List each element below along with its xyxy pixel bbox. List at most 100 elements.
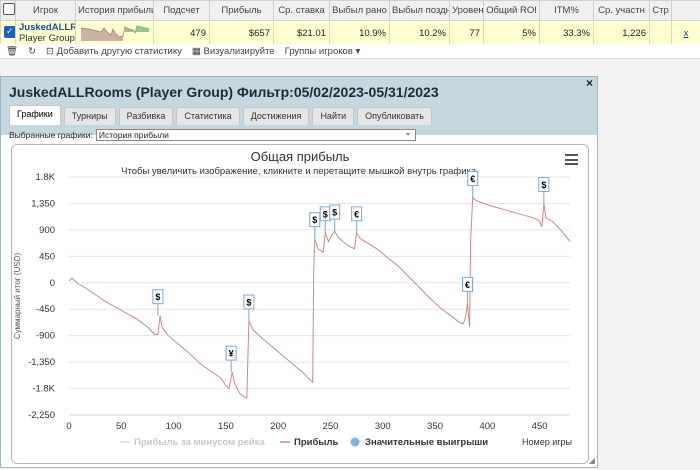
tab-charts[interactable]: Графики [9, 105, 61, 125]
x-tick-label: 50 [116, 421, 127, 432]
row-checkbox[interactable] [4, 25, 15, 38]
y-axis-label: Суммарный итог (USD) [13, 253, 22, 340]
refresh-icon[interactable]: ↻ [28, 45, 37, 57]
sparkline-cell [75, 20, 154, 46]
x-tick-label: 450 [532, 421, 548, 432]
big-win-symbol: ¥ [229, 349, 234, 359]
big-win-symbol: $ [332, 208, 337, 218]
header-late[interactable]: Выбыл поздно [389, 0, 450, 21]
big-win-flag [243, 294, 255, 310]
remove-cell[interactable]: x [671, 20, 700, 46]
chevron-down-icon: ▾ [355, 45, 361, 57]
legend-profit: Прибыль [294, 437, 338, 448]
tab-statistics[interactable]: Статистика [176, 107, 240, 125]
groups-button[interactable]: Группы игроков ▾ [285, 46, 361, 57]
player-dialog: JuskedALLRooms (Player Group) Фильтр:05/… [0, 76, 598, 468]
profit-chart[interactable]: 1.8K 1,350 900 450 0 -450 -900 -1,350 -1.8K -2,25… [12, 145, 588, 463]
tab-achievements[interactable]: Достижения [242, 107, 310, 125]
roi-cell: 5% [483, 20, 540, 46]
big-win-flag [538, 176, 550, 192]
big-win-flag [225, 345, 237, 361]
y-tick-label: -2,250 [28, 410, 55, 421]
big-win-symbol: $ [155, 292, 160, 302]
header-roi[interactable]: Общий ROI [483, 0, 540, 21]
chart-select-label: Выбранные графики: [9, 130, 93, 140]
x-tick-label: 350 [427, 421, 443, 432]
table-toolbar: 🗑 ↻ ⊡ Добавить другую статистику ▦ Визуа… [0, 44, 700, 59]
tab-find[interactable]: Найти [312, 107, 355, 125]
x-tick-label: 0 [66, 421, 71, 432]
x-axis-label: Номер игры [522, 437, 572, 447]
header-itm[interactable]: ITM% [539, 0, 594, 21]
chart-subtitle: Чтобы увеличить изображение, кликните и … [121, 166, 479, 177]
legend-net-profit: Прибыль за минусом рейка [134, 437, 265, 448]
header-profit-history[interactable]: История прибыли [75, 0, 154, 21]
big-win-symbol: € [354, 209, 359, 219]
player-cell[interactable]: JuskedALLRooms Player Group [15, 20, 76, 46]
header-player[interactable]: Игрок [15, 0, 76, 21]
x-tick-label: 150 [218, 421, 234, 432]
y-tick-label: 1.8K [35, 172, 55, 183]
big-win-flag [152, 289, 164, 305]
header-profit[interactable]: Прибыль [209, 0, 274, 21]
close-icon[interactable]: × [586, 76, 594, 90]
y-tick-label: -900 [36, 331, 55, 342]
big-win-symbol: $ [246, 297, 251, 307]
legend-swatch-bigwins [350, 437, 360, 447]
profit-sparkline [80, 24, 150, 41]
tab-tournaments[interactable]: Турниры [63, 107, 116, 125]
trash-icon[interactable]: 🗑 [6, 45, 19, 57]
menu-icon[interactable] [565, 154, 578, 168]
y-tick-label: 900 [39, 225, 55, 236]
add-stat-button[interactable]: ⊡ Добавить другую статистику [46, 46, 182, 57]
chart-title: Общая прибыль [250, 149, 350, 164]
select-all-checkbox[interactable] [3, 3, 15, 15]
remove-row-icon[interactable]: x [683, 27, 689, 39]
visualize-label: Визуализируйте [203, 45, 275, 57]
y-tick-label: 1,350 [31, 198, 55, 209]
row-checkbox-cell[interactable] [0, 20, 16, 46]
avg-entrants-cell: 1,226 [593, 20, 650, 46]
early-cell: 10.9% [329, 20, 390, 46]
table-row[interactable]: JuskedALLRooms Player Group 479 $657 $21… [0, 20, 700, 46]
page-cell [649, 20, 672, 46]
x-tick-label: 200 [270, 421, 286, 432]
x-tick-label: 250 [323, 421, 339, 432]
count-cell: 479 [153, 20, 210, 46]
chart-select-row: Выбранные графики: История прибыли [9, 127, 416, 141]
add-stat-label: Добавить другую статистику [56, 45, 182, 57]
header-early[interactable]: Выбыл рано [329, 0, 390, 21]
big-win-flag [467, 171, 479, 187]
player-type: Player Group [19, 33, 75, 44]
big-win-symbol: $ [323, 209, 328, 219]
tab-breakdown[interactable]: Разбивка [118, 107, 174, 125]
header-count[interactable]: Подсчет [153, 0, 210, 21]
y-tick-label: -1.8K [32, 384, 55, 395]
big-win-symbol: $ [541, 180, 546, 190]
x-tick-label: 300 [375, 421, 391, 432]
itm-cell: 33.3% [539, 20, 594, 46]
big-win-flag [461, 276, 473, 292]
chart-frame[interactable]: Общая прибыль Чтобы увеличить изображени… [11, 144, 589, 464]
header-avg-stake[interactable]: Ср. ставка [273, 0, 330, 21]
y-tick-label: -1,350 [28, 357, 55, 368]
header-page[interactable]: Стр [649, 0, 672, 21]
header-level[interactable]: Уровень [449, 0, 484, 21]
profit-cell: $657 [209, 20, 274, 46]
x-tick-label: 400 [479, 421, 495, 432]
chart-icon: ▦ [191, 45, 201, 57]
tab-publish[interactable]: Опубликовать [357, 107, 432, 125]
resize-handle-icon[interactable]: ◢ [588, 456, 595, 465]
header-avg-entrants[interactable]: Ср. участн [593, 0, 650, 21]
chart-select[interactable]: История прибыли [95, 127, 416, 141]
header-select[interactable] [0, 0, 16, 21]
visualize-button[interactable]: ▦ Визуализируйте [192, 46, 275, 57]
dialog-tabs: Графики Турниры Разбивка Статистика Дост… [9, 105, 432, 125]
add-icon: ⊡ [46, 45, 54, 57]
stats-table: Игрок История прибыли Подсчет Прибыль Ср… [0, 0, 700, 46]
avg-stake-cell: $21.01 [273, 20, 330, 46]
player-name[interactable]: JuskedALLRooms [19, 22, 76, 33]
level-cell: 77 [449, 20, 484, 46]
big-win-flag [351, 206, 363, 222]
x-tick-label: 100 [166, 421, 182, 432]
